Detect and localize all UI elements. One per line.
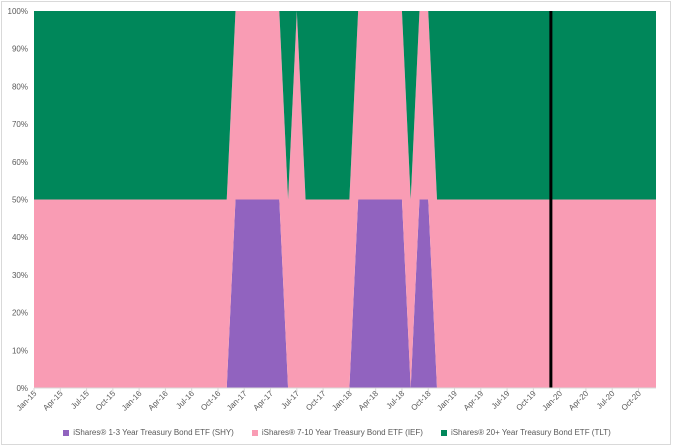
- y-tick-label: 0%: [16, 384, 28, 393]
- x-tick-label: Apr-17: [252, 389, 276, 413]
- x-tick-label: Jul-16: [174, 389, 196, 411]
- y-axis: 0% 10% 20% 30% 40% 50% 60% 70% 80% 90% 100%: [8, 7, 28, 393]
- legend-label: iShares® 1-3 Year Treasury Bond ETF (SHY…: [73, 428, 234, 437]
- x-tick-label: Oct-16: [199, 389, 223, 413]
- x-tick-label: Oct-15: [94, 389, 118, 413]
- y-tick-label: 90%: [12, 45, 28, 54]
- x-tick-label: Jan-18: [330, 389, 354, 413]
- x-tick-label: Jul-18: [385, 389, 407, 411]
- x-tick-label: Jul-15: [69, 389, 91, 411]
- y-tick-label: 20%: [12, 309, 28, 318]
- x-tick-label: Jan-19: [435, 389, 459, 413]
- x-tick-label: Apr-20: [567, 389, 591, 413]
- x-tick-label: Jul-19: [490, 389, 512, 411]
- x-tick-label: Apr-15: [41, 389, 65, 413]
- legend-swatch: [63, 429, 70, 436]
- legend-item-1: iShares® 1-3 Year Treasury Bond ETF (SHY…: [63, 428, 234, 437]
- legend-item-3: iShares® 20+ Year Treasury Bond ETF (TLT…: [440, 428, 611, 437]
- x-axis: Jan-15 Apr-15 Jul-15 Oct-15 Jan-16 Apr-16 Jul-…: [15, 387, 656, 413]
- x-tick-label: Oct-17: [304, 389, 328, 413]
- legend: iShares® 1-3 Year Treasury Bond ETF (SHY…: [0, 428, 674, 437]
- y-tick-label: 50%: [12, 196, 28, 205]
- y-tick-label: 100%: [8, 7, 28, 16]
- legend-item-2: iShares® 7-10 Year Treasury Bond ETF (IE…: [251, 428, 423, 437]
- x-tick-label: Jan-17: [225, 389, 249, 413]
- x-tick-label: Apr-19: [462, 389, 486, 413]
- legend-swatch: [251, 429, 258, 436]
- series-area-3: [34, 11, 656, 200]
- legend-swatch: [440, 429, 447, 436]
- legend-label: iShares® 7-10 Year Treasury Bond ETF (IE…: [261, 428, 423, 437]
- series-areas: [34, 11, 656, 388]
- y-tick-label: 80%: [12, 82, 28, 91]
- x-tick-label: Jul-17: [279, 389, 301, 411]
- x-tick-label: Jan-16: [120, 389, 144, 413]
- x-tick-label: Oct-19: [514, 389, 538, 413]
- y-tick-label: 30%: [12, 271, 28, 280]
- y-tick-label: 70%: [12, 120, 28, 129]
- x-tick-label: Apr-16: [146, 389, 170, 413]
- x-tick-label: Oct-20: [620, 389, 644, 413]
- x-tick-label: Jul-20: [595, 389, 617, 411]
- x-tick-label: Jan-20: [540, 389, 564, 413]
- y-tick-label: 60%: [12, 158, 28, 167]
- x-tick-label: Apr-18: [357, 389, 381, 413]
- x-tick-label: Oct-18: [409, 389, 433, 413]
- y-tick-label: 40%: [12, 233, 28, 242]
- y-tick-label: 10%: [12, 346, 28, 355]
- legend-label: iShares® 20+ Year Treasury Bond ETF (TLT…: [450, 428, 611, 437]
